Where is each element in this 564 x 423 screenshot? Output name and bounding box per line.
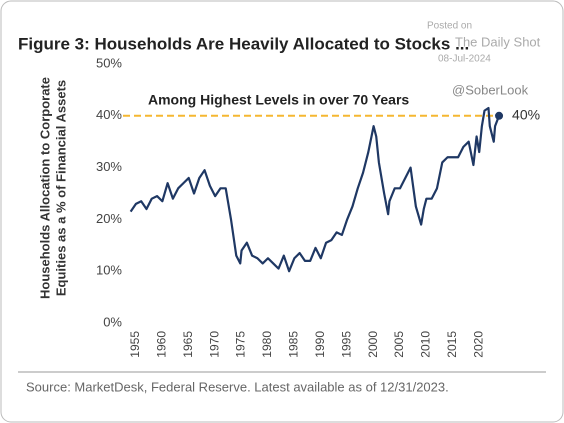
last-point xyxy=(495,111,504,120)
y-tick-label: 10% xyxy=(96,263,122,278)
x-tick-label: 1970 xyxy=(207,331,221,358)
x-tick-label: 1955 xyxy=(128,331,142,358)
x-tick-label: 1980 xyxy=(260,331,274,358)
y-tick-label: 20% xyxy=(96,211,122,226)
y-tick-label: 0% xyxy=(103,314,122,329)
y-tick-label: 30% xyxy=(96,159,122,174)
line xyxy=(129,106,501,273)
x-tick-label: 1985 xyxy=(287,331,301,358)
x-tick-label: 2015 xyxy=(445,331,459,358)
y-axis-label: Equities as a % of Financial Assets xyxy=(53,80,68,296)
y-tick-label: 40% xyxy=(96,107,122,122)
watermark: 08-Jul-2024 xyxy=(438,54,491,65)
x-tick-label: 2010 xyxy=(419,331,433,358)
watermark: The Daily Shot xyxy=(455,34,541,49)
annotation: Among Highest Levels in over 70 Years xyxy=(148,92,409,108)
x-tick-label: 2000 xyxy=(366,331,380,358)
x-tick-label: 2020 xyxy=(471,331,485,358)
source: Source: MarketDesk, Federal Reserve. Lat… xyxy=(26,379,449,394)
chart-title: Figure 3: Households Are Heavily Allocat… xyxy=(18,34,469,53)
x-tick-label: 1995 xyxy=(339,331,353,358)
x-tick-label: 1965 xyxy=(181,331,195,358)
x-tick-label: 1960 xyxy=(155,331,169,358)
x-tick-label: 2005 xyxy=(392,331,406,358)
watermark: @SoberLook xyxy=(452,82,529,97)
x-tick-label: 1975 xyxy=(234,331,248,358)
x-tick-label: 1990 xyxy=(313,331,327,358)
y-axis-label: Households Allocation to Corporate xyxy=(37,77,52,299)
last-value-label: 40% xyxy=(512,107,540,123)
y-tick-label: 50% xyxy=(96,55,122,70)
watermark: Posted on xyxy=(427,21,472,32)
